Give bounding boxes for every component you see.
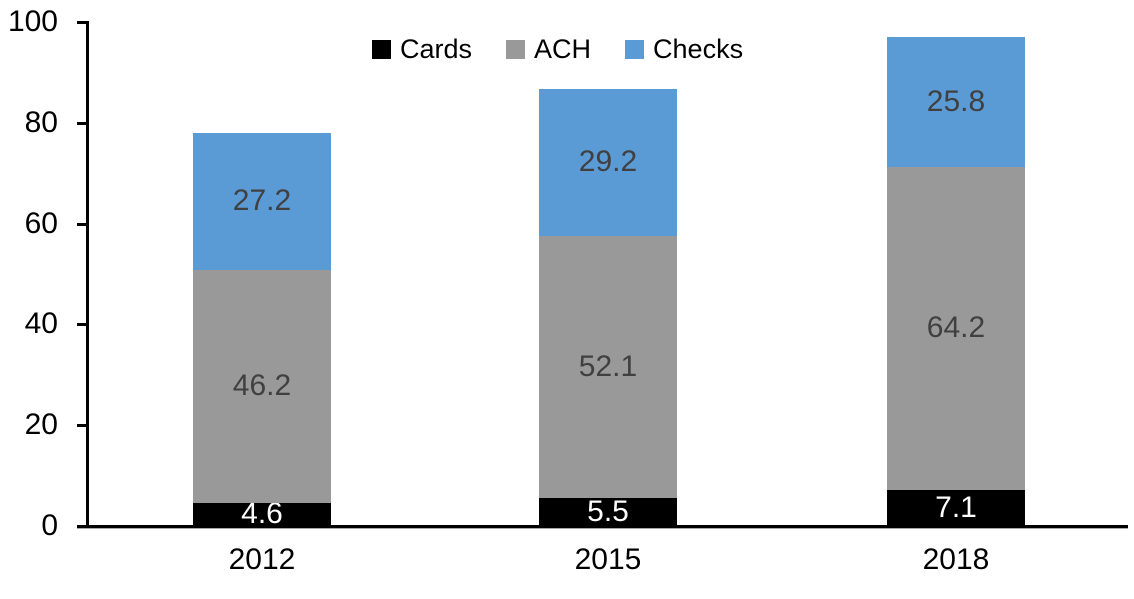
bar-segment-ach-2012: 46.2 [193, 269, 331, 503]
data-label-cards-2015: 5.5 [587, 495, 629, 529]
data-label-checks-2018: 25.8 [926, 84, 986, 118]
data-label-checks-2012: 27.2 [232, 184, 292, 218]
bar-segment-checks-2018: 25.8 [887, 36, 1025, 167]
y-tick-label-60: 60 [24, 206, 58, 240]
x-category-label-2015: 2015 [574, 543, 642, 576]
y-tick-mark-20 [77, 424, 87, 428]
y-tick-label-20: 20 [24, 408, 58, 442]
legend-item-checks: Checks [625, 34, 743, 64]
y-tick-mark-60 [77, 222, 87, 226]
y-tick-label-80: 80 [24, 105, 58, 139]
x-category-label-2012: 2012 [228, 543, 296, 576]
bar-segment-ach-2015: 52.1 [539, 235, 677, 499]
bar-segment-cards-2018: 7.1 [887, 490, 1025, 526]
x-category-label-2018: 2018 [922, 543, 990, 576]
y-tick-label-100: 100 [7, 5, 58, 38]
y-tick-mark-40 [77, 323, 87, 327]
data-label-cards-2012: 4.6 [241, 497, 283, 531]
legend: Cards ACH Checks [372, 34, 743, 64]
x-axis-line [77, 525, 1128, 529]
legend-label-ach: ACH [534, 34, 592, 64]
bar-segment-checks-2012: 27.2 [193, 132, 331, 270]
y-tick-label-40: 40 [24, 307, 58, 341]
legend-swatch-icon-cards [372, 39, 391, 59]
legend-swatch-icon-checks [625, 39, 645, 59]
data-label-checks-2015: 29.2 [578, 145, 638, 179]
bar-segment-ach-2018: 64.2 [887, 166, 1025, 491]
y-tick-mark-0 [77, 525, 87, 528]
y-tick-label-0: 0 [41, 509, 58, 542]
legend-label-checks: Checks [653, 34, 744, 64]
data-label-ach-2015: 52.1 [578, 349, 638, 383]
bar-segment-cards-2015: 5.5 [539, 495, 677, 529]
legend-swatch-icon-ach [506, 39, 526, 59]
y-tick-mark-100 [77, 21, 87, 24]
data-label-ach-2018: 64.2 [926, 311, 986, 345]
y-tick-mark-80 [77, 121, 87, 125]
legend-item-ach: ACH [506, 34, 591, 64]
legend-label-cards: Cards [400, 34, 473, 64]
data-label-ach-2012: 46.2 [232, 369, 292, 403]
legend-item-cards: Cards [372, 34, 472, 64]
y-axis-line [86, 21, 89, 528]
bar-segment-checks-2015: 29.2 [539, 88, 677, 236]
data-label-cards-2018: 7.1 [935, 491, 977, 525]
bar-segment-cards-2012: 4.6 [193, 499, 331, 529]
